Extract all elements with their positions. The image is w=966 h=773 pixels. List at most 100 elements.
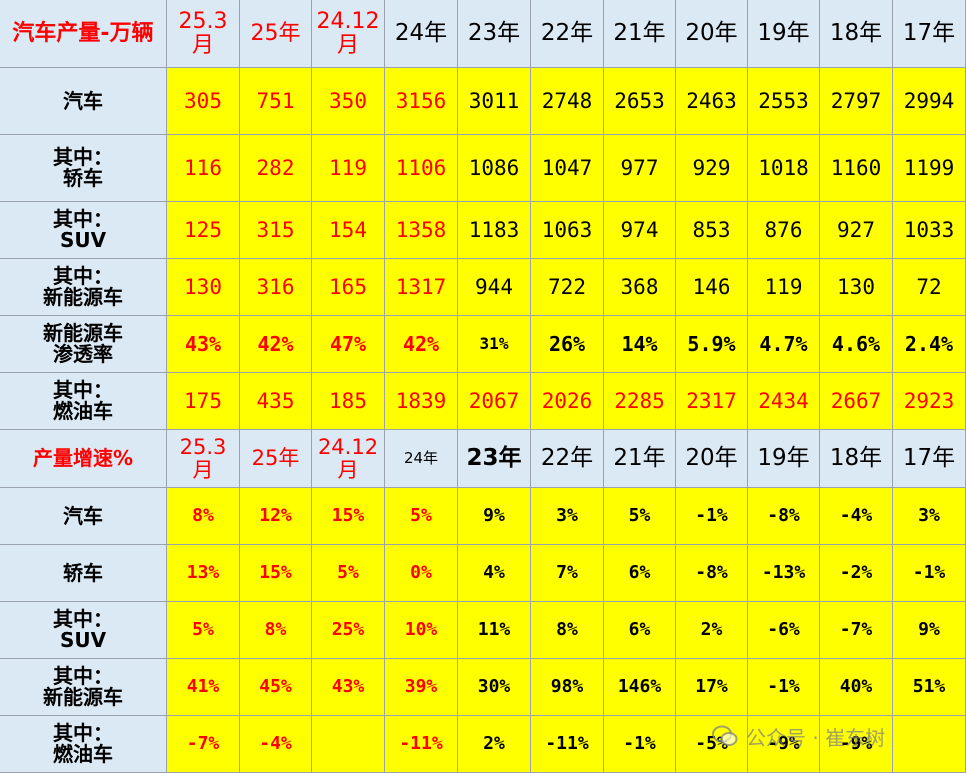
column-header: 24.12 月	[312, 430, 385, 488]
table-cell: 175	[167, 373, 240, 430]
table-cell: 10%	[385, 602, 458, 659]
column-header: 25.3 月	[167, 0, 240, 68]
table-cell: 1063	[531, 202, 604, 259]
table-cell: 4%	[458, 545, 531, 602]
column-header: 17年	[893, 430, 966, 488]
table-cell: 43%	[312, 659, 385, 716]
column-header: 23年	[458, 430, 531, 488]
table-cell: 1358	[385, 202, 458, 259]
top-table-title: 汽车产量-万辆	[0, 0, 167, 68]
table-cell: 1199	[893, 135, 966, 202]
column-header: 20年	[676, 430, 748, 488]
row-label: 其中： SUV	[0, 202, 167, 259]
table-cell: 2434	[748, 373, 820, 430]
row-label: 其中： 燃油车	[0, 716, 167, 773]
table-cell: 26%	[531, 316, 604, 373]
table-cell: 47%	[312, 316, 385, 373]
table-cell: 185	[312, 373, 385, 430]
table-cell: 853	[676, 202, 748, 259]
table-cell: 2923	[893, 373, 966, 430]
column-header: 18年	[820, 430, 893, 488]
table-cell: 2317	[676, 373, 748, 430]
column-header: 20年	[676, 0, 748, 68]
table-cell: 2067	[458, 373, 531, 430]
table-cell: 4.6%	[820, 316, 893, 373]
table-cell: 282	[240, 135, 312, 202]
table-cell: 1183	[458, 202, 531, 259]
table-cell: 125	[167, 202, 240, 259]
row-label: 其中： 新能源车	[0, 259, 167, 316]
table-cell: 315	[240, 202, 312, 259]
table-cell: 1839	[385, 373, 458, 430]
table-cell: 8%	[531, 602, 604, 659]
table-cell: 43%	[167, 316, 240, 373]
table-cell: 876	[748, 202, 820, 259]
table-cell: 2653	[604, 68, 676, 135]
table-cell: 116	[167, 135, 240, 202]
table-cell: -11%	[531, 716, 604, 773]
table-cell: -1%	[748, 659, 820, 716]
column-header: 18年	[820, 0, 893, 68]
table-cell: 130	[820, 259, 893, 316]
table-cell: 977	[604, 135, 676, 202]
table-cell: 42%	[385, 316, 458, 373]
table-cell: 2%	[458, 716, 531, 773]
table-cell: 722	[531, 259, 604, 316]
column-header: 21年	[604, 430, 676, 488]
table-cell: 25%	[312, 602, 385, 659]
table-cell: 316	[240, 259, 312, 316]
column-header: 23年	[458, 0, 531, 68]
table-cell: 5.9%	[676, 316, 748, 373]
column-header: 19年	[748, 430, 820, 488]
table-cell: -8%	[676, 545, 748, 602]
table-cell: 15%	[240, 545, 312, 602]
column-header: 22年	[531, 430, 604, 488]
table-cell: 119	[312, 135, 385, 202]
table-cell: -9%	[820, 716, 893, 773]
table-cell: 1160	[820, 135, 893, 202]
table-cell: -7%	[820, 602, 893, 659]
table-cell: -11%	[385, 716, 458, 773]
table-cell: -9%	[748, 716, 820, 773]
table-cell: 2463	[676, 68, 748, 135]
table-cell: -1%	[676, 488, 748, 545]
table-cell: -1%	[893, 545, 966, 602]
table-cell: 154	[312, 202, 385, 259]
row-label: 新能源车 渗透率	[0, 316, 167, 373]
column-header: 21年	[604, 0, 676, 68]
table-cell: 1033	[893, 202, 966, 259]
table-cell: 130	[167, 259, 240, 316]
table-cell: 929	[676, 135, 748, 202]
table-cell: 3011	[458, 68, 531, 135]
column-header: 25年	[240, 430, 312, 488]
table-cell: 751	[240, 68, 312, 135]
table-cell: 1086	[458, 135, 531, 202]
table-cell: -7%	[167, 716, 240, 773]
table-cell: 305	[167, 68, 240, 135]
table-cell	[893, 716, 966, 773]
table-cell: 8%	[167, 488, 240, 545]
column-header: 24年	[385, 430, 458, 488]
row-label: 其中： SUV	[0, 602, 167, 659]
table-cell: -2%	[820, 545, 893, 602]
table-cell: -13%	[748, 545, 820, 602]
table-cell: 2.4%	[893, 316, 966, 373]
table-cell: 11%	[458, 602, 531, 659]
column-header: 17年	[893, 0, 966, 68]
row-label: 其中： 新能源车	[0, 659, 167, 716]
table-cell: 2748	[531, 68, 604, 135]
table-cell: 944	[458, 259, 531, 316]
table-cell: 31%	[458, 316, 531, 373]
row-label: 汽车	[0, 68, 167, 135]
column-header: 25年	[240, 0, 312, 68]
table-cell: 51%	[893, 659, 966, 716]
table-cell	[312, 716, 385, 773]
table-cell: 5%	[385, 488, 458, 545]
column-header: 19年	[748, 0, 820, 68]
column-header: 25.3 月	[167, 430, 240, 488]
table-cell: 12%	[240, 488, 312, 545]
table-cell: 45%	[240, 659, 312, 716]
table-cell: 435	[240, 373, 312, 430]
table-cell: 1317	[385, 259, 458, 316]
table-cell: 2%	[676, 602, 748, 659]
